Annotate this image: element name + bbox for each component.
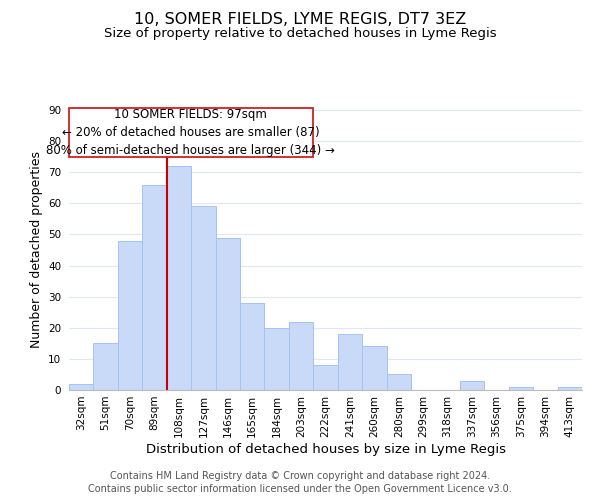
Y-axis label: Number of detached properties: Number of detached properties bbox=[29, 152, 43, 348]
Text: Contains public sector information licensed under the Open Government Licence v3: Contains public sector information licen… bbox=[88, 484, 512, 494]
Text: 10 SOMER FIELDS: 97sqm
← 20% of detached houses are smaller (87)
80% of semi-det: 10 SOMER FIELDS: 97sqm ← 20% of detached… bbox=[46, 108, 335, 156]
Bar bbox=[118, 240, 142, 390]
Text: Contains HM Land Registry data © Crown copyright and database right 2024.: Contains HM Land Registry data © Crown c… bbox=[110, 471, 490, 481]
Bar bbox=[386, 374, 411, 390]
Bar bbox=[191, 206, 215, 390]
Bar bbox=[167, 166, 191, 390]
Bar bbox=[240, 303, 265, 390]
Bar bbox=[94, 344, 118, 390]
Bar bbox=[509, 387, 533, 390]
Bar bbox=[142, 184, 167, 390]
Bar bbox=[265, 328, 289, 390]
Text: Size of property relative to detached houses in Lyme Regis: Size of property relative to detached ho… bbox=[104, 28, 496, 40]
Text: 10, SOMER FIELDS, LYME REGIS, DT7 3EZ: 10, SOMER FIELDS, LYME REGIS, DT7 3EZ bbox=[134, 12, 466, 28]
Bar bbox=[338, 334, 362, 390]
Bar bbox=[69, 384, 94, 390]
Bar bbox=[289, 322, 313, 390]
X-axis label: Distribution of detached houses by size in Lyme Regis: Distribution of detached houses by size … bbox=[146, 442, 505, 456]
Bar bbox=[313, 365, 338, 390]
Bar bbox=[215, 238, 240, 390]
Bar bbox=[557, 387, 582, 390]
Bar bbox=[460, 380, 484, 390]
Bar bbox=[362, 346, 386, 390]
